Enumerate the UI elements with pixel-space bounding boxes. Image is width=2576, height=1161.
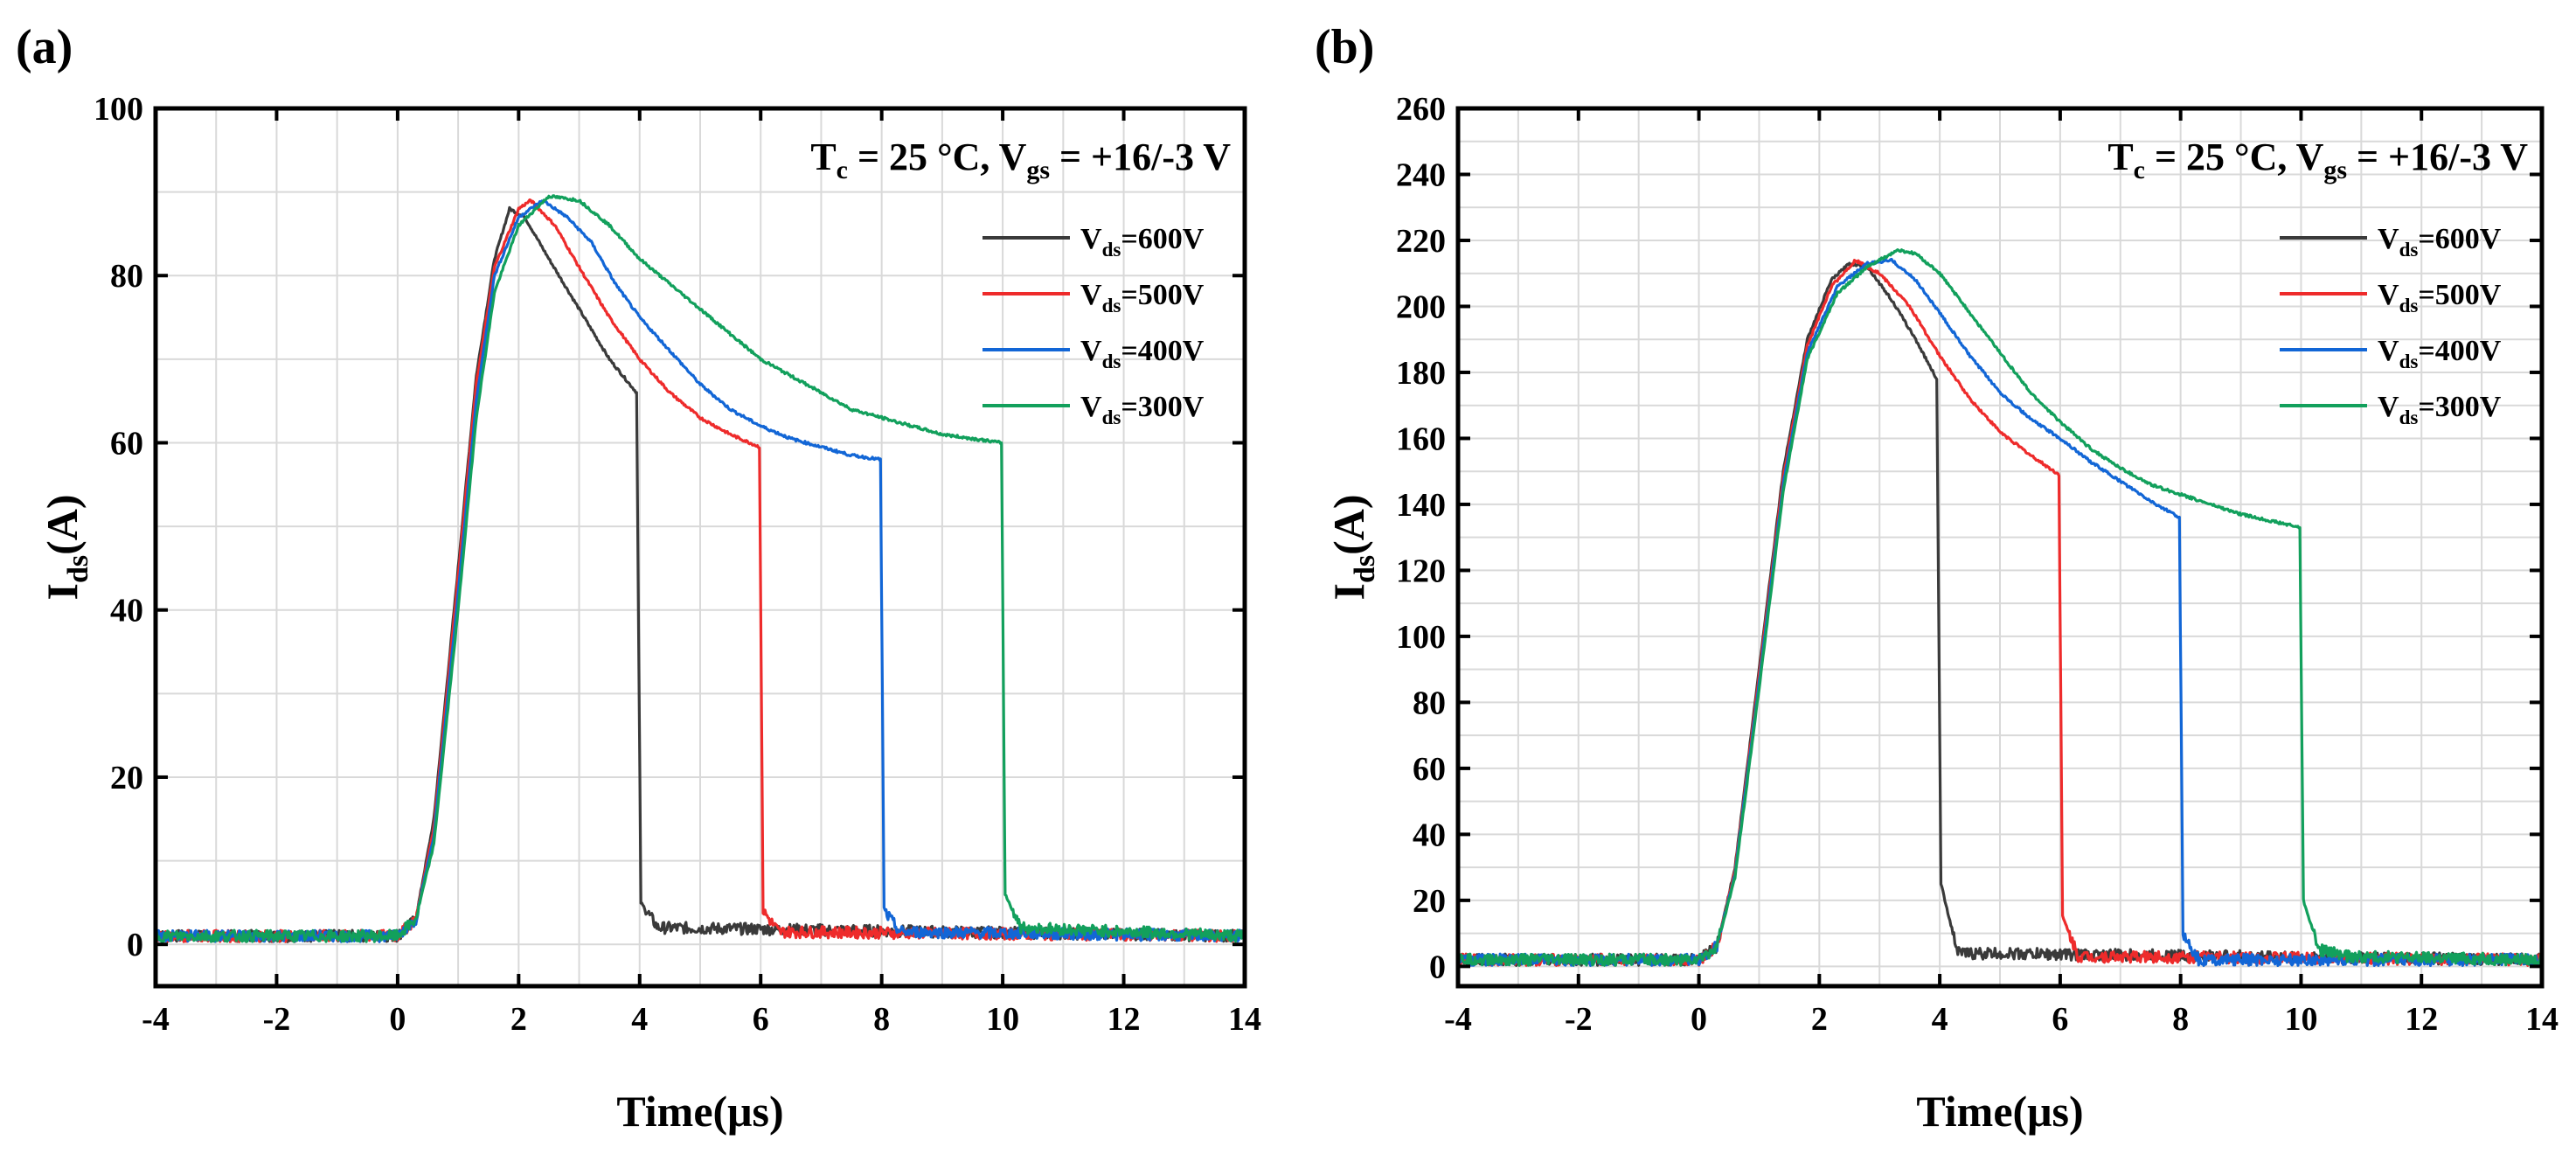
x-tick-label: 2 bbox=[1811, 1001, 1828, 1038]
legend-entry: Vds=300V bbox=[1080, 391, 1205, 429]
panel-label: (a) bbox=[16, 20, 73, 74]
x-tick-label: 8 bbox=[2172, 1001, 2189, 1038]
legend-entry: Vds=300V bbox=[2378, 391, 2502, 429]
chart-panel-a: -4 -2 0 2 4 6 8 10 12 14 0 20 40 60 80 100 (a) Time(μs) Id… bbox=[16, 20, 1261, 1136]
grid bbox=[1457, 108, 2543, 986]
panel-label: (b) bbox=[1315, 20, 1374, 74]
y-tick-label: 40 bbox=[1413, 817, 1446, 853]
x-tick-label: 12 bbox=[1107, 1001, 1141, 1038]
y-tick-label: 60 bbox=[110, 425, 143, 462]
x-tick-label: 6 bbox=[2052, 1001, 2068, 1038]
legend: Vds=600V Vds=500V Vds=400V Vds=300V bbox=[2280, 223, 2502, 429]
legend-entry: Vds=500V bbox=[1080, 279, 1205, 317]
x-tick-label: 0 bbox=[1691, 1001, 1707, 1038]
chart-panel-b: -4 -2 0 2 4 6 8 10 12 140204060801001201401601802… bbox=[1315, 20, 2559, 1136]
legend-entry: Vds=400V bbox=[2378, 335, 2502, 373]
x-tick-label: 12 bbox=[2405, 1001, 2438, 1038]
x-tick-label: 10 bbox=[986, 1001, 1019, 1038]
y-tick-label: 220 bbox=[1396, 223, 1446, 260]
y-tick-label: 240 bbox=[1396, 156, 1446, 193]
condition-annotation: Tc = 25 °C, Vgs = +16/-3 V bbox=[2107, 136, 2528, 184]
legend: Vds=600V Vds=500V Vds=400V Vds=300V bbox=[982, 223, 1205, 429]
x-axis-label: Time(μs) bbox=[1916, 1087, 2083, 1136]
y-tick-label: 0 bbox=[127, 927, 143, 963]
y-tick-label: 120 bbox=[1396, 553, 1446, 589]
x-tick-label: -4 bbox=[142, 1001, 170, 1038]
y-axis-label: Ids(A) bbox=[38, 494, 94, 600]
series-line-300v bbox=[1456, 248, 2544, 967]
x-tick-label: 14 bbox=[1228, 1001, 1261, 1038]
y-tick-label: 40 bbox=[110, 593, 143, 629]
plot-frame bbox=[153, 106, 1247, 989]
x-tick-label: 0 bbox=[389, 1001, 406, 1038]
y-tick-label: 20 bbox=[110, 760, 143, 796]
y-tick-label: 0 bbox=[1429, 949, 1446, 985]
legend-entry: Vds=600V bbox=[1080, 223, 1205, 261]
plot-frame bbox=[1455, 106, 2545, 989]
y-tick-label: 180 bbox=[1396, 355, 1446, 392]
y-tick-label: 100 bbox=[94, 91, 143, 128]
y-tick-label: 80 bbox=[1413, 685, 1446, 721]
y-tick-label: 140 bbox=[1396, 487, 1446, 524]
y-axis-label: Ids(A) bbox=[1324, 494, 1381, 600]
y-tick-label: 160 bbox=[1396, 421, 1446, 457]
legend-entry: Vds=400V bbox=[1080, 335, 1205, 373]
x-tick-label: 14 bbox=[2525, 1001, 2559, 1038]
y-tick-label: 200 bbox=[1396, 289, 1446, 325]
x-tick-label: 8 bbox=[873, 1001, 890, 1038]
x-axis-label: Time(μs) bbox=[616, 1087, 783, 1136]
x-tick-label: 4 bbox=[1932, 1001, 1948, 1038]
series-line-300v bbox=[154, 194, 1246, 943]
x-tick-label: -2 bbox=[1565, 1001, 1593, 1038]
x-tick-label: -4 bbox=[1444, 1001, 1472, 1038]
x-tick-label: 10 bbox=[2284, 1001, 2317, 1038]
x-tick-label: 6 bbox=[753, 1001, 769, 1038]
x-tick-label: 4 bbox=[631, 1001, 648, 1038]
y-tick-label: 100 bbox=[1396, 619, 1446, 656]
y-tick-label: 60 bbox=[1413, 751, 1446, 788]
x-tick-label: -2 bbox=[263, 1001, 291, 1038]
legend-entry: Vds=500V bbox=[2378, 279, 2502, 317]
x-tick-label: 2 bbox=[510, 1001, 527, 1038]
y-tick-label: 260 bbox=[1396, 91, 1446, 128]
y-tick-label: 20 bbox=[1413, 883, 1446, 920]
legend-entry: Vds=600V bbox=[2378, 223, 2502, 261]
y-tick-label: 80 bbox=[110, 258, 143, 295]
condition-annotation: Tc = 25 °C, Vgs = +16/-3 V bbox=[810, 136, 1231, 184]
